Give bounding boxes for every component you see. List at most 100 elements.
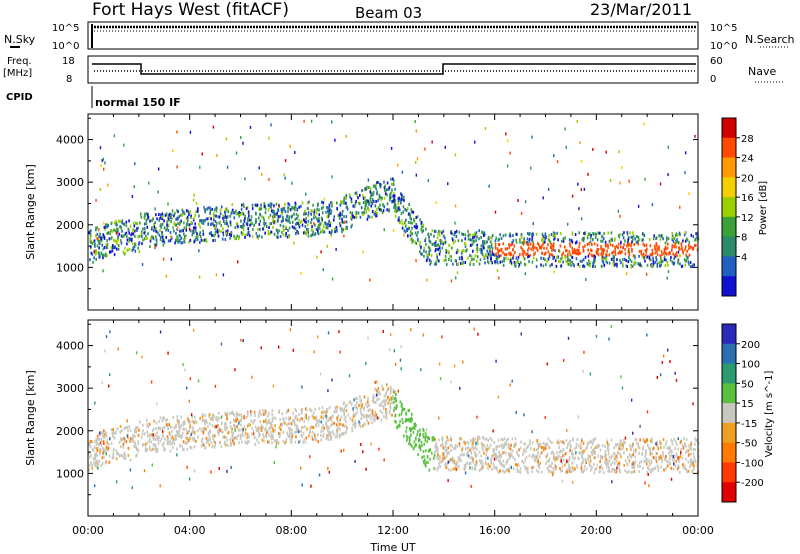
- velocity-echo-point: [231, 439, 234, 443]
- power-echo-point: [664, 251, 667, 255]
- power-echo-point: [669, 258, 672, 262]
- velocity-echo-point: [461, 453, 464, 457]
- velocity-echo-point: [290, 432, 293, 436]
- velocity-echo-point: [608, 459, 611, 463]
- velocity-echo-point: [395, 399, 397, 403]
- power-noise-point: [222, 233, 225, 237]
- velocity-echo-point: [694, 460, 697, 464]
- power-echo-point: [189, 229, 192, 233]
- velocity-echo-point: [356, 397, 359, 401]
- velocity-echo-point: [650, 470, 652, 474]
- power-echo-point: [425, 243, 427, 247]
- power-echo-point: [571, 240, 574, 244]
- power-echo-point: [163, 226, 166, 230]
- velocity-echo-point: [322, 429, 325, 433]
- velocity-echo-point: [338, 427, 341, 431]
- power-echo-point: [567, 253, 569, 257]
- velocity-echo-point: [241, 431, 244, 435]
- velocity-echo-point: [409, 442, 412, 446]
- power-echo-point: [179, 229, 181, 233]
- velocity-noise-point: [497, 459, 500, 463]
- velocity-echo-point: [253, 435, 256, 439]
- power-noise-point: [331, 277, 334, 281]
- velocity-echo-point: [431, 451, 433, 455]
- velocity-noise-point: [109, 330, 111, 334]
- power-echo-point: [125, 233, 128, 237]
- power-echo-point: [502, 263, 505, 267]
- velocity-echo-point: [649, 449, 651, 453]
- velocity-echo-point: [199, 427, 201, 431]
- power-echo-point: [248, 214, 250, 218]
- velocity-echo-point: [229, 412, 231, 416]
- power-echo-point: [318, 208, 320, 212]
- power-echo-point: [230, 232, 232, 236]
- velocity-echo-point: [340, 415, 343, 419]
- power-echo-point: [509, 259, 512, 263]
- velocity-noise-point: [353, 398, 355, 402]
- velocity-echo-point: [546, 452, 549, 456]
- power-echo-point: [383, 180, 385, 184]
- power-noise-point: [553, 270, 555, 274]
- velocity-echo-point: [618, 447, 620, 451]
- power-echo-point: [547, 250, 550, 254]
- power-echo-point: [363, 207, 366, 211]
- velocity-echo-point: [481, 459, 483, 463]
- power-echo-point: [273, 209, 275, 213]
- velocity-echo-point: [569, 439, 572, 443]
- power-echo-point: [586, 242, 589, 246]
- power-echo-point: [404, 224, 407, 228]
- velocity-noise-point: [399, 358, 402, 362]
- power-echo-point: [528, 233, 531, 237]
- velocity-echo-point: [690, 447, 692, 451]
- velocity-echo-point: [571, 455, 574, 459]
- power-echo-point: [261, 235, 263, 239]
- power-echo-point: [510, 261, 513, 265]
- power-echo-point: [104, 254, 107, 258]
- velocity-echo-point: [446, 438, 449, 442]
- velocity-echo-point: [257, 415, 260, 419]
- power-echo-point: [312, 216, 315, 220]
- power-echo-point: [590, 249, 593, 253]
- velocity-echo-point: [513, 467, 515, 471]
- power-echo-point: [272, 225, 274, 229]
- velocity-echo-point: [643, 459, 646, 463]
- velocity-echo-point: [635, 448, 637, 452]
- power-echo-point: [526, 237, 529, 241]
- power-echo-point: [326, 205, 328, 209]
- power-echo-point: [607, 231, 610, 235]
- velocity-echo-point: [587, 458, 589, 462]
- nsky-tick-low: 10^0: [52, 41, 79, 52]
- power-echo-point: [130, 239, 133, 243]
- power-echo-point: [562, 239, 565, 243]
- power-echo-point: [310, 221, 312, 225]
- power-echo-point: [601, 249, 603, 253]
- power-echo-point: [131, 229, 134, 233]
- velocity-echo-point: [351, 426, 353, 430]
- power-echo-point: [656, 249, 658, 253]
- power-echo-point: [628, 253, 631, 257]
- power-noise-point: [123, 143, 125, 147]
- velocity-echo-point: [204, 422, 206, 426]
- power-echo-point: [367, 185, 370, 189]
- power-echo-point: [109, 250, 112, 254]
- power-noise-point: [553, 154, 555, 158]
- velocity-echo-point: [274, 416, 277, 420]
- power-echo-point: [605, 259, 607, 263]
- velocity-noise-point: [358, 420, 360, 424]
- power-echo-point: [529, 242, 532, 246]
- velocity-noise-point: [192, 328, 195, 332]
- velocity-echo-point: [166, 418, 169, 422]
- velocity-echo-point: [368, 403, 370, 407]
- velocity-echo-point: [278, 431, 280, 435]
- velocity-echo-point: [604, 449, 607, 453]
- velocity-echo-point: [284, 441, 286, 445]
- power-echo-point: [129, 224, 132, 228]
- power-echo-point: [533, 253, 535, 257]
- velocity-echo-point: [151, 447, 154, 451]
- velocity-echo-point: [414, 422, 416, 426]
- power-echo-point: [235, 237, 237, 241]
- power-echo-point: [528, 246, 530, 250]
- power-echo-point: [235, 212, 238, 216]
- velocity-echo-point: [379, 392, 381, 396]
